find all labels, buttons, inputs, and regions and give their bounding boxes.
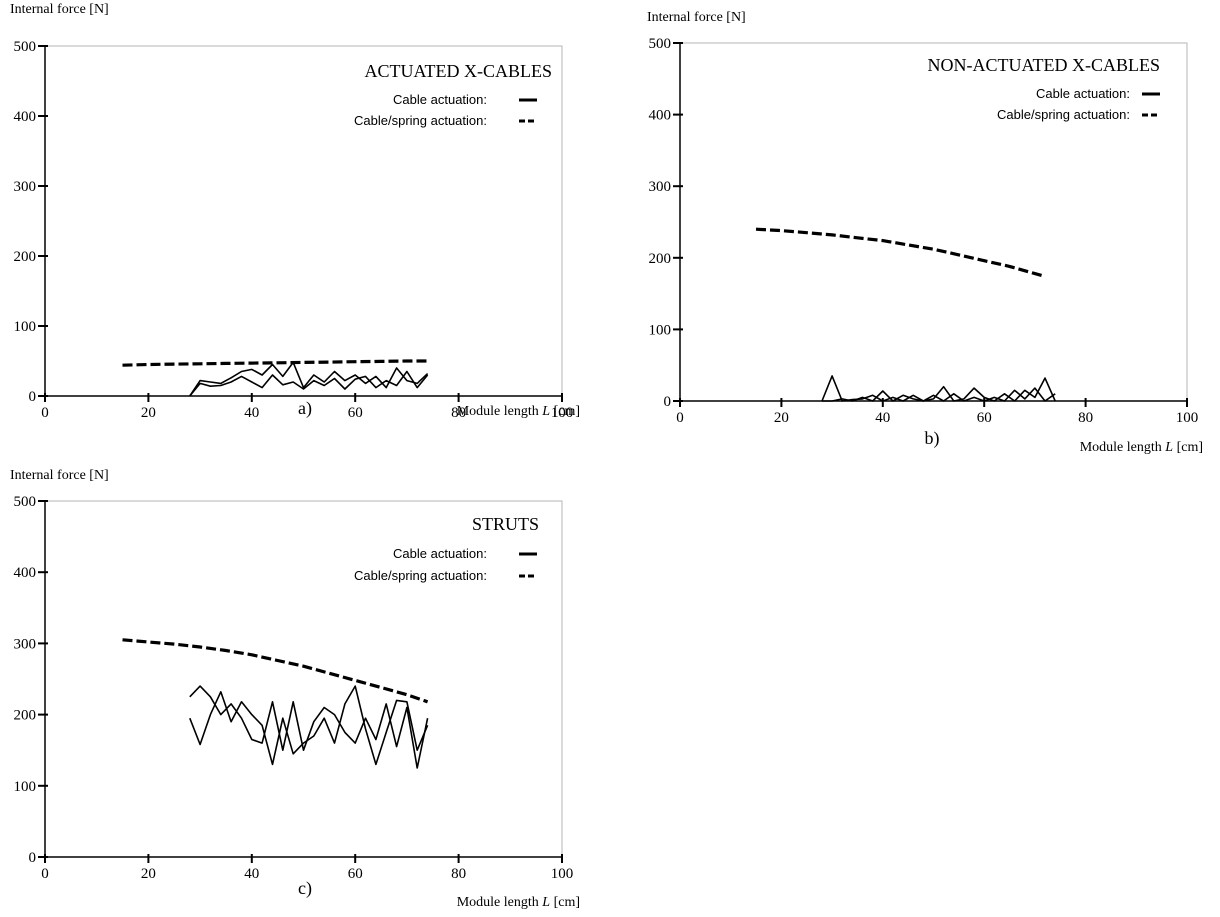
y-tick-label: 100 [14, 319, 37, 335]
x-tick-label: 20 [774, 410, 789, 426]
x-axis-label: Module length L [cm] [1080, 440, 1203, 455]
x-tick-label: 40 [875, 410, 890, 426]
chart-panel-a: 0 100 200 300 400 500 0 20 40 60 80 100 Internal for… [10, 2, 580, 421]
series-line-cable-1 [189, 685, 429, 769]
y-tick-label: 500 [649, 36, 672, 52]
x-tick-label: 80 [451, 405, 466, 421]
y-tick-label: 0 [29, 389, 37, 405]
x-tick-label: 0 [676, 410, 684, 426]
series-line-cable-2 [189, 370, 429, 397]
x-tick-label: 0 [41, 405, 49, 421]
x-axis-label: Module length L [cm] [457, 895, 580, 910]
y-tick-label: 400 [649, 108, 672, 124]
legend-label-cable: Cable actuation: [393, 92, 487, 107]
panel-caption: b) [925, 428, 940, 449]
legend-label-spring: Cable/spring actuation: [354, 568, 487, 583]
x-tick-label: 0 [41, 866, 49, 882]
y-tick-label: 200 [14, 708, 37, 724]
panel-caption: c) [298, 878, 312, 899]
legend-label-cable: Cable actuation: [1036, 86, 1130, 101]
x-tick-label: 100 [551, 866, 574, 882]
chart-title: NON-ACTUATED X-CABLES [928, 55, 1161, 75]
y-tick-label: 400 [14, 565, 37, 581]
y-tick-label: 400 [14, 109, 37, 125]
y-tick-label: 0 [29, 850, 37, 866]
legend-label-spring: Cable/spring actuation: [354, 113, 487, 128]
chart-panel-c: 0 100 200 300 400 500 0 20 40 60 80 100 Internal for… [10, 468, 580, 910]
x-tick-label: 40 [244, 866, 259, 882]
y-tick-label: 300 [14, 179, 37, 195]
series-line-cable-2 [822, 387, 1056, 402]
x-tick-label: 60 [348, 866, 363, 882]
x-tick-label: 80 [451, 866, 466, 882]
y-tick-label: 200 [14, 249, 37, 265]
x-tick-label: 60 [977, 410, 992, 426]
y-tick-label: 100 [649, 322, 672, 338]
series-line-cable-1 [189, 361, 429, 397]
y-axis-label: Internal force [N] [10, 2, 109, 17]
chart-panel-b: 0 100 200 300 400 500 0 20 40 60 80 100 Internal for… [647, 10, 1203, 455]
x-tick-label: 40 [244, 405, 259, 421]
y-axis-label: Internal force [N] [10, 468, 109, 483]
series-line-cable-spring [122, 638, 429, 704]
x-tick-label: 80 [1078, 410, 1093, 426]
panel-caption: a) [298, 398, 312, 419]
y-tick-label: 300 [649, 179, 672, 195]
x-axis-label: Module length L [cm] [457, 404, 580, 419]
x-tick-label: 60 [348, 405, 363, 421]
y-tick-label: 200 [649, 251, 672, 267]
y-tick-label: 100 [14, 779, 37, 795]
series-line-cable-spring [122, 359, 428, 367]
x-tick-label: 20 [141, 866, 156, 882]
y-tick-label: 500 [14, 39, 37, 55]
x-tick-label: 20 [141, 405, 156, 421]
legend-label-cable: Cable actuation: [393, 546, 487, 561]
series-line-cable-spring [755, 227, 1046, 278]
series-line-cable-2 [189, 685, 429, 766]
x-tick-label: 100 [551, 405, 574, 421]
chart-title: ACTUATED X-CABLES [365, 61, 553, 81]
y-tick-label: 0 [664, 394, 672, 410]
y-axis-label: Internal force [N] [647, 10, 746, 25]
y-tick-label: 500 [14, 494, 37, 510]
y-tick-label: 300 [14, 636, 37, 652]
legend-label-spring: Cable/spring actuation: [997, 107, 1130, 122]
x-tick-label: 100 [1176, 410, 1199, 426]
chart-title: STRUTS [472, 514, 539, 534]
series-line-cable-1 [821, 375, 1056, 402]
